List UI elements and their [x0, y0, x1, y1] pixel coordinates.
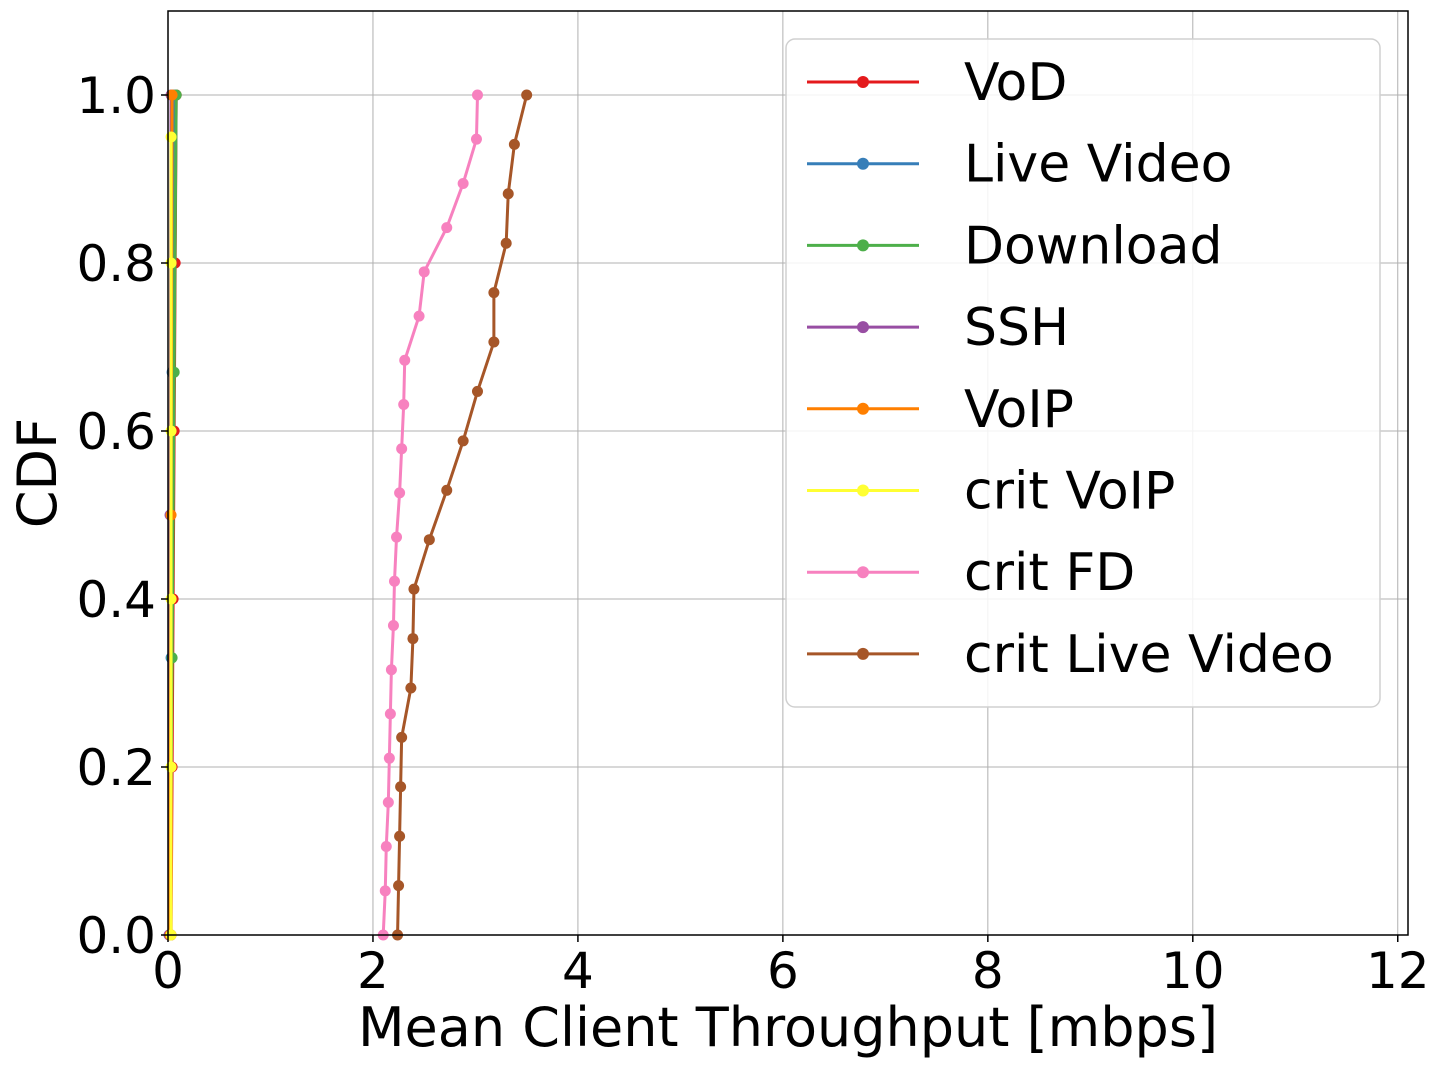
x-tick-label: 0 [152, 942, 184, 1000]
data-point [413, 310, 425, 322]
legend-frame [785, 38, 1381, 708]
plot-series [163, 89, 533, 941]
data-point [396, 443, 408, 455]
legend-item: crit VoIP [807, 462, 1175, 522]
x-tick-label: 8 [972, 942, 1004, 1000]
data-point [405, 682, 417, 694]
data-point [394, 830, 406, 842]
data-point [407, 633, 419, 645]
legend-marker [857, 76, 869, 88]
y-tick-label: 0.0 [76, 907, 156, 965]
data-point [394, 487, 406, 499]
data-point [166, 89, 178, 101]
data-point [380, 841, 392, 853]
x-axis-label: Mean Client Throughput [mbps] [358, 996, 1218, 1059]
data-point [388, 575, 400, 587]
legend-marker [857, 321, 869, 334]
legend-label: Live Video [964, 135, 1232, 195]
y-tick-label: 0.8 [76, 235, 156, 293]
legend-label: VoD [964, 53, 1067, 113]
data-point [393, 880, 405, 892]
data-point [399, 354, 411, 366]
x-tick-label: 2 [357, 942, 389, 1000]
legend-item: crit Live Video [807, 625, 1334, 685]
data-point [470, 133, 482, 145]
x-tick-label: 6 [767, 942, 799, 1000]
legend-marker [857, 566, 869, 579]
data-point [457, 177, 469, 189]
data-point [396, 731, 408, 743]
data-point [382, 796, 394, 808]
plot-frame [167, 10, 1409, 936]
x-tick-label: 12 [1366, 942, 1430, 1000]
y-tick-label: 0.4 [76, 571, 156, 629]
data-point [488, 287, 500, 299]
legend-marker [857, 484, 869, 497]
y-axis-label: CDF [6, 418, 69, 528]
legend-label: Download [964, 216, 1222, 276]
legend-item: VoIP [807, 380, 1074, 440]
legend-label: crit VoIP [964, 462, 1175, 522]
legend-item: crit FD [807, 543, 1135, 603]
legend-item: VoD [807, 53, 1067, 113]
legend-marker [857, 239, 869, 252]
data-point [385, 664, 397, 676]
data-point [379, 885, 391, 897]
data-point [423, 534, 435, 546]
legend-label: SSH [964, 298, 1069, 358]
data-point [457, 435, 469, 447]
y-tick-label: 1.0 [76, 67, 156, 125]
series-line [381, 94, 479, 936]
data-point [502, 188, 514, 200]
y-tick-label: 0.2 [76, 739, 156, 797]
axis-ticks: 0 2 4 6 8 10 12 0.0 0.2 0.4 0.6 0.8 1.0 [76, 67, 1429, 1000]
data-point [384, 708, 396, 720]
data-point [398, 398, 410, 410]
data-point [521, 89, 533, 101]
series-crit-fd [377, 89, 483, 941]
legend-item: SSH [807, 298, 1069, 358]
data-point [387, 620, 399, 632]
legend-item: Download [807, 216, 1222, 276]
data-point [165, 131, 177, 143]
legend-label: crit FD [964, 543, 1135, 603]
data-point [441, 484, 453, 496]
data-point [471, 89, 483, 101]
data-point [441, 222, 453, 234]
data-point [391, 531, 403, 543]
legend-marker [857, 157, 869, 170]
x-tick-label: 4 [562, 942, 594, 1000]
data-point [383, 752, 395, 764]
data-point [418, 266, 430, 278]
legend-marker [857, 647, 869, 660]
legend-item: Live Video [807, 135, 1232, 195]
legend-label: crit Live Video [964, 625, 1334, 685]
data-point [500, 237, 512, 249]
series-crit-live-video [392, 89, 533, 941]
legend-label: VoIP [964, 380, 1074, 440]
data-point [408, 583, 420, 595]
data-point [395, 781, 407, 793]
data-point [471, 385, 483, 397]
data-point [488, 336, 500, 348]
series-line [396, 94, 529, 936]
y-tick-label: 0.6 [76, 403, 156, 461]
data-point [508, 138, 520, 150]
x-tick-label: 10 [1161, 942, 1225, 1000]
legend-marker [857, 402, 869, 415]
legend: VoD Live Video Download SSH VoIP crit VoIP cri… [785, 38, 1381, 708]
